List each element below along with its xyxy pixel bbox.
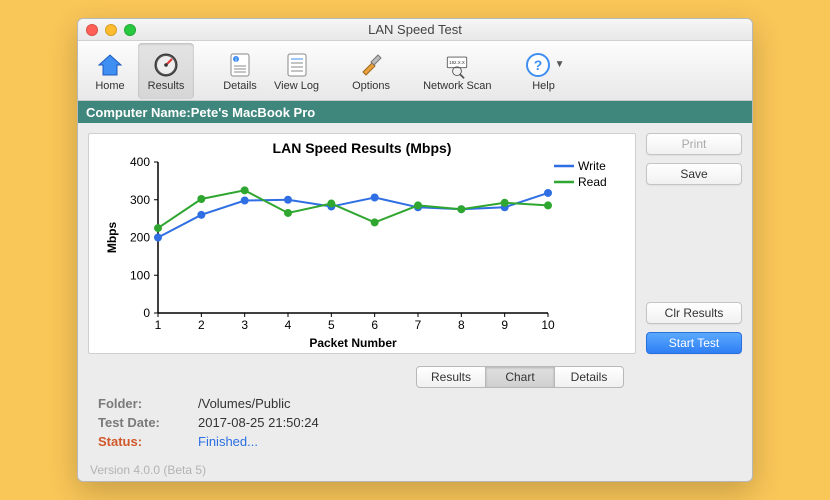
status-label: Status: (98, 434, 198, 449)
options-button[interactable]: Options (343, 43, 399, 99)
sub-tabs: Results Chart Details (78, 366, 742, 388)
svg-text:i: i (235, 58, 236, 64)
version-label: Version 4.0.0 (Beta 5) (90, 463, 206, 477)
folder-value: /Volumes/Public (198, 396, 732, 411)
date-label: Test Date: (98, 415, 198, 430)
svg-text:Write: Write (578, 159, 606, 173)
svg-text:3: 3 (241, 318, 248, 332)
log-icon (282, 50, 312, 80)
help-icon: ? (523, 50, 553, 80)
view-log-button[interactable]: View Log (268, 43, 325, 99)
toolbar-label: Results (148, 80, 185, 92)
results-button[interactable]: Results (138, 43, 194, 99)
svg-text:100: 100 (130, 268, 150, 282)
svg-text:2: 2 (198, 318, 205, 332)
help-button[interactable]: ? ▼ Help (516, 43, 572, 99)
folder-label: Folder: (98, 396, 198, 411)
right-sidebar: Print Save Clr Results Start Test (646, 133, 742, 354)
save-button[interactable]: Save (646, 163, 742, 185)
svg-text:200: 200 (130, 231, 150, 245)
start-test-button[interactable]: Start Test (646, 332, 742, 354)
svg-text:9: 9 (501, 318, 508, 332)
svg-text:Mbps: Mbps (105, 222, 119, 254)
toolbar-label: Help (532, 80, 555, 92)
svg-text:1: 1 (155, 318, 162, 332)
info-panel: Folder: /Volumes/Public Test Date: 2017-… (78, 388, 752, 453)
svg-text:300: 300 (130, 193, 150, 207)
window-title: LAN Speed Test (78, 22, 752, 37)
toolbar-label: Options (352, 80, 390, 92)
chevron-down-icon: ▼ (555, 59, 565, 70)
details-button[interactable]: i Details (212, 43, 268, 99)
svg-text:7: 7 (415, 318, 422, 332)
print-button[interactable]: Print (646, 133, 742, 155)
home-button[interactable]: Home (82, 43, 138, 99)
computer-name-prefix: Computer Name: (86, 105, 191, 120)
details-icon: i (225, 50, 255, 80)
svg-text:400: 400 (130, 156, 150, 169)
svg-text:10: 10 (541, 318, 555, 332)
chart-title: LAN Speed Results (Mbps) (97, 140, 627, 156)
toolbar-label: Network Scan (423, 80, 491, 92)
toolbar-label: View Log (274, 80, 319, 92)
tools-icon (356, 50, 386, 80)
computer-name-value: Pete's MacBook Pro (191, 105, 315, 120)
network-scan-icon: 192.X.X (442, 50, 472, 80)
subtab-chart[interactable]: Chart (485, 366, 555, 388)
toolbar-label: Home (95, 80, 124, 92)
computer-name-banner: Computer Name: Pete's MacBook Pro (78, 101, 752, 123)
svg-text:192.X.X: 192.X.X (449, 60, 465, 65)
svg-text:6: 6 (371, 318, 378, 332)
toolbar-label: Details (223, 80, 257, 92)
app-window: LAN Speed Test Home Results i Details (77, 18, 753, 482)
svg-text:?: ? (533, 57, 542, 73)
svg-text:Read: Read (578, 175, 607, 189)
toolbar: Home Results i Details View Log Opt (78, 41, 752, 101)
speed-chart-card: LAN Speed Results (Mbps) 0 100 200 300 400 1 2… (88, 133, 636, 354)
subtab-results[interactable]: Results (416, 366, 486, 388)
svg-text:8: 8 (458, 318, 465, 332)
date-value: 2017-08-25 21:50:24 (198, 415, 732, 430)
svg-text:0: 0 (143, 306, 150, 320)
svg-text:4: 4 (285, 318, 292, 332)
svg-text:Packet Number: Packet Number (309, 336, 397, 350)
svg-text:5: 5 (328, 318, 335, 332)
titlebar: LAN Speed Test (78, 19, 752, 41)
speed-chart: 0 100 200 300 400 1 2 3 4 5 6 7 8 9 10 Packet Number Mbp… (97, 156, 627, 351)
clear-results-button[interactable]: Clr Results (646, 302, 742, 324)
gauge-icon (151, 50, 181, 80)
network-scan-button[interactable]: 192.X.X Network Scan (417, 43, 497, 99)
subtab-details[interactable]: Details (554, 366, 624, 388)
status-value: Finished... (198, 434, 732, 449)
home-icon (95, 50, 125, 80)
